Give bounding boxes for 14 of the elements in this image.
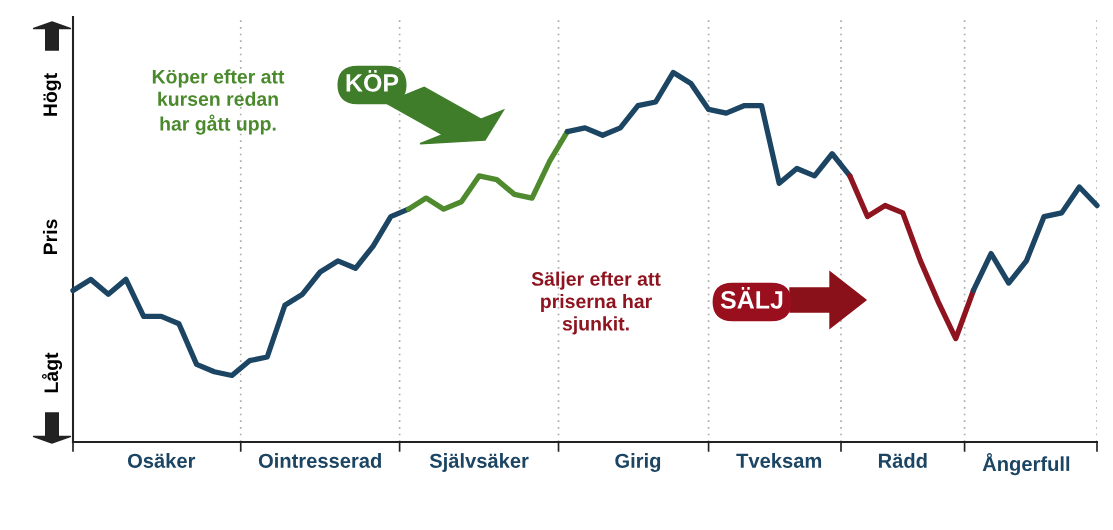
annotation: KÖP	[346, 70, 399, 92]
x-tick-label: Tveksam	[736, 453, 822, 468]
x-tick-label: Ångerfull	[982, 453, 1070, 476]
x-tick-label: Ointresserad	[258, 453, 381, 468]
annotation: SÄLJ	[720, 287, 783, 309]
x-tick-label: Girig	[615, 453, 661, 472]
annotation: Köper efter att kursen redan har gått upp.	[152, 69, 285, 135]
x-tick-label: Rädd	[878, 453, 927, 468]
text: Högt	[43, 73, 62, 116]
y-axis-title: Pris	[42, 219, 58, 255]
annotation: Säljer efter att priserna har sjunkit.	[531, 271, 661, 335]
text: Lågt	[41, 352, 63, 393]
x-tick-label: Självsäker	[429, 453, 529, 472]
x-tick-label: Osäker	[127, 453, 196, 468]
